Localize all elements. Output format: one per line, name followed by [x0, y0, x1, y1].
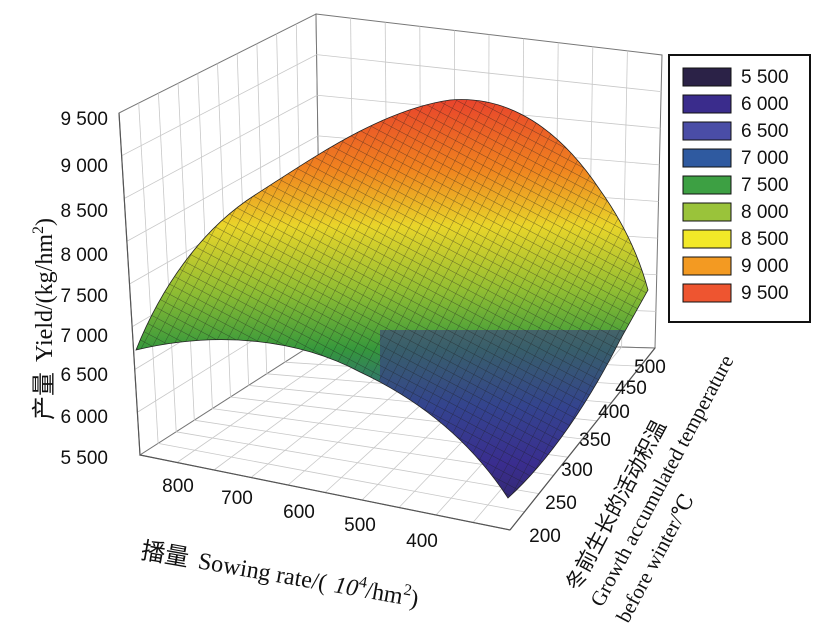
legend-label: 6 500	[741, 121, 789, 142]
y-tick-label: 250	[545, 493, 577, 514]
legend-label: 9 000	[741, 256, 789, 277]
legend-swatch	[682, 175, 732, 195]
z-tick-label: 7 000	[60, 326, 108, 347]
z-tick-label: 8 000	[60, 245, 108, 266]
legend-swatch	[682, 256, 732, 276]
z-tick-label: 6 500	[60, 365, 108, 386]
legend-label: 8 500	[741, 229, 789, 250]
legend-swatch	[682, 229, 732, 249]
y-tick-label: 200	[529, 526, 561, 547]
legend-swatch	[682, 283, 732, 303]
legend-label: 8 000	[741, 202, 789, 223]
legend-label: 6 000	[741, 94, 789, 115]
x-tick-label: 800	[162, 476, 194, 497]
legend-label: 5 500	[741, 67, 789, 88]
legend-swatch	[682, 202, 732, 222]
z-tick-label: 9 000	[60, 156, 108, 177]
legend-swatch	[682, 67, 732, 87]
z-tick-label: 6 000	[60, 407, 108, 428]
x-axis-title: 播量 Sowing rate/(104/hm2)	[139, 535, 421, 612]
legend-swatch	[682, 121, 732, 141]
y-tick-label: 500	[634, 357, 666, 378]
legend-label: 7 000	[741, 148, 789, 169]
z-tick-label: 5 500	[60, 448, 108, 469]
x-tick-label: 700	[221, 488, 253, 509]
y-tick-label: 450	[615, 378, 647, 399]
z-tick-labels: 5 500 6 000 6 500 7 000 7 500 8 000 8 500 9 000…	[60, 109, 108, 469]
legend-swatch	[682, 148, 732, 168]
x-tick-label: 500	[344, 515, 376, 536]
y-tick-label: 400	[598, 402, 630, 423]
legend-swatch	[682, 94, 732, 114]
legend-label: 9 500	[741, 283, 789, 304]
x-tick-label: 400	[406, 531, 438, 552]
z-axis-title: 产量Yield/(kg/hm2)	[30, 218, 58, 420]
x-tick-label: 600	[283, 502, 315, 523]
z-tick-label: 7 500	[60, 286, 108, 307]
z-tick-label: 9 500	[60, 109, 108, 130]
z-tick-label: 8 500	[60, 201, 108, 222]
legend-label: 7 500	[741, 175, 789, 196]
legend: 5 500 6 000 6 500 7 000 7 500 8 000 8 500 9 000…	[668, 54, 811, 323]
x-tick-labels: 800 700 600 500 400	[162, 476, 438, 552]
y-tick-label: 350	[579, 430, 611, 451]
y-tick-label: 300	[561, 460, 593, 481]
